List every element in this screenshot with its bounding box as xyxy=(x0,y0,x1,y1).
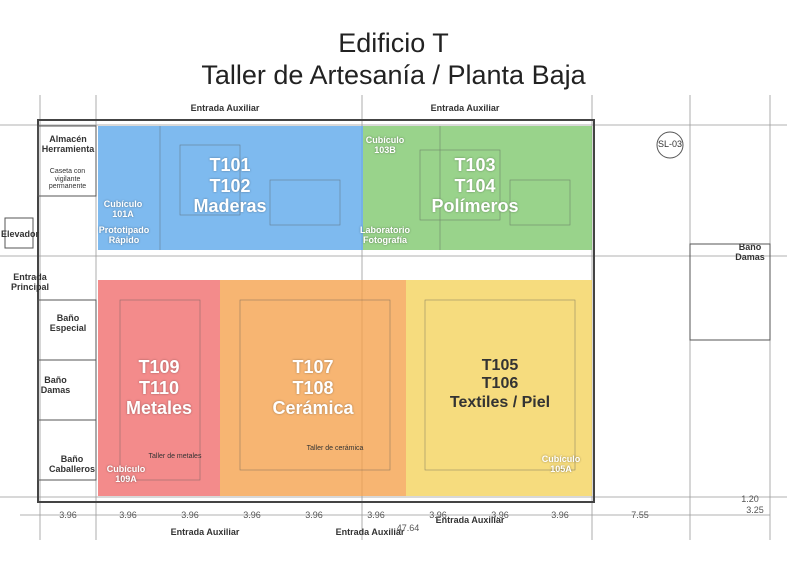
room-code: T110 xyxy=(138,377,180,398)
room-taller-metales: Taller de metales xyxy=(148,453,202,460)
room-almacen: Almacén Herramienta xyxy=(41,134,95,154)
dim-label: 3.96 xyxy=(119,510,137,520)
dim-label: 3.96 xyxy=(367,510,385,520)
entrance-bottom-1: Entrada Auxiliar xyxy=(170,527,240,537)
zone-label-metales: T109 T110 Metales xyxy=(108,357,210,419)
zone-ceramica xyxy=(220,280,406,496)
room-taller-ceramica: Taller de cerámica xyxy=(306,445,364,452)
dim-label: 3.96 xyxy=(305,510,323,520)
zone-label-maderas: T101 T102 Maderas xyxy=(175,155,285,217)
dim-label: 3.96 xyxy=(429,510,447,520)
map-title-line1: Edificio T xyxy=(338,28,449,58)
dim-label: 1.20 xyxy=(741,494,759,504)
room-prototipado: Prototipado Rápido xyxy=(98,225,150,245)
room-bano-damas-left: Baño Damas xyxy=(40,375,71,395)
room-code: T107 xyxy=(292,357,334,377)
room-lab-foto: Laboratorio Fotografía xyxy=(359,225,410,245)
dim-label: 3.96 xyxy=(181,510,199,520)
room-cubiculo-103b: Cubículo 103B xyxy=(365,135,405,155)
zone-name: Cerámica xyxy=(272,398,354,419)
room-code: T103 xyxy=(454,155,496,175)
dim-label: 47.64 xyxy=(396,523,420,533)
room-bano-especial: Baño Especial xyxy=(49,313,87,333)
room-elevador: Elevador xyxy=(0,229,40,239)
room-caseta: Caseta con vigilante permanente xyxy=(48,168,87,191)
dim-label: 3.25 xyxy=(746,505,764,515)
room-entrada-principal: Entrada Principal xyxy=(10,272,49,292)
dim-label: 7.55 xyxy=(631,510,649,520)
zone-polimeros xyxy=(363,126,592,250)
room-code: T105 xyxy=(481,357,519,374)
entrance-top-left: Entrada Auxiliar xyxy=(190,103,260,113)
room-code: T109 xyxy=(138,357,180,377)
zone-textiles xyxy=(406,280,592,496)
room-code: T101 xyxy=(209,155,251,175)
service-rooms xyxy=(4,125,771,481)
furniture-lines xyxy=(119,126,576,481)
zone-label-textiles: T105 T106 Textiles / Piel xyxy=(425,357,575,412)
room-cubiculo-109a: Cubículo 109A xyxy=(106,464,146,484)
dim-label: 3.96 xyxy=(59,510,77,520)
room-code: T104 xyxy=(454,175,496,196)
dim-label: 3.96 xyxy=(551,510,569,520)
zone-maderas xyxy=(98,126,363,250)
map-title-line2: Taller de Artesanía / Planta Baja xyxy=(201,60,586,90)
dim-label: 3.96 xyxy=(491,510,509,520)
entrance-top-right: Entrada Auxiliar xyxy=(430,103,500,113)
zone-name: Metales xyxy=(125,398,193,419)
zone-metales xyxy=(98,280,220,496)
zone-label-polimeros: T103 T104 Polímeros xyxy=(420,155,530,217)
room-cubiculo-105a: Cubículo 105A xyxy=(541,454,581,474)
room-bano-caballeros: Baño Caballeros xyxy=(48,454,96,474)
zone-name: Polímeros xyxy=(431,196,519,217)
zone-name: Maderas xyxy=(193,196,267,217)
entrance-bottom-3: Entrada Auxiliar xyxy=(435,515,505,525)
room-bano-damas-right: Baño Damas xyxy=(735,242,765,262)
zone-label-ceramica: T107 T108 Cerámica xyxy=(258,357,368,419)
room-sl: SL-03 xyxy=(657,139,683,149)
room-code: T102 xyxy=(209,175,251,196)
room-code: T108 xyxy=(292,377,334,398)
zone-name: Textiles / Piel xyxy=(449,393,551,411)
room-cubiculo-101a: Cubículo 101A xyxy=(103,199,143,219)
dim-label: 3.96 xyxy=(243,510,261,520)
room-code: T106 xyxy=(481,375,519,393)
entrance-bottom-2: Entrada Auxiliar xyxy=(335,527,405,537)
